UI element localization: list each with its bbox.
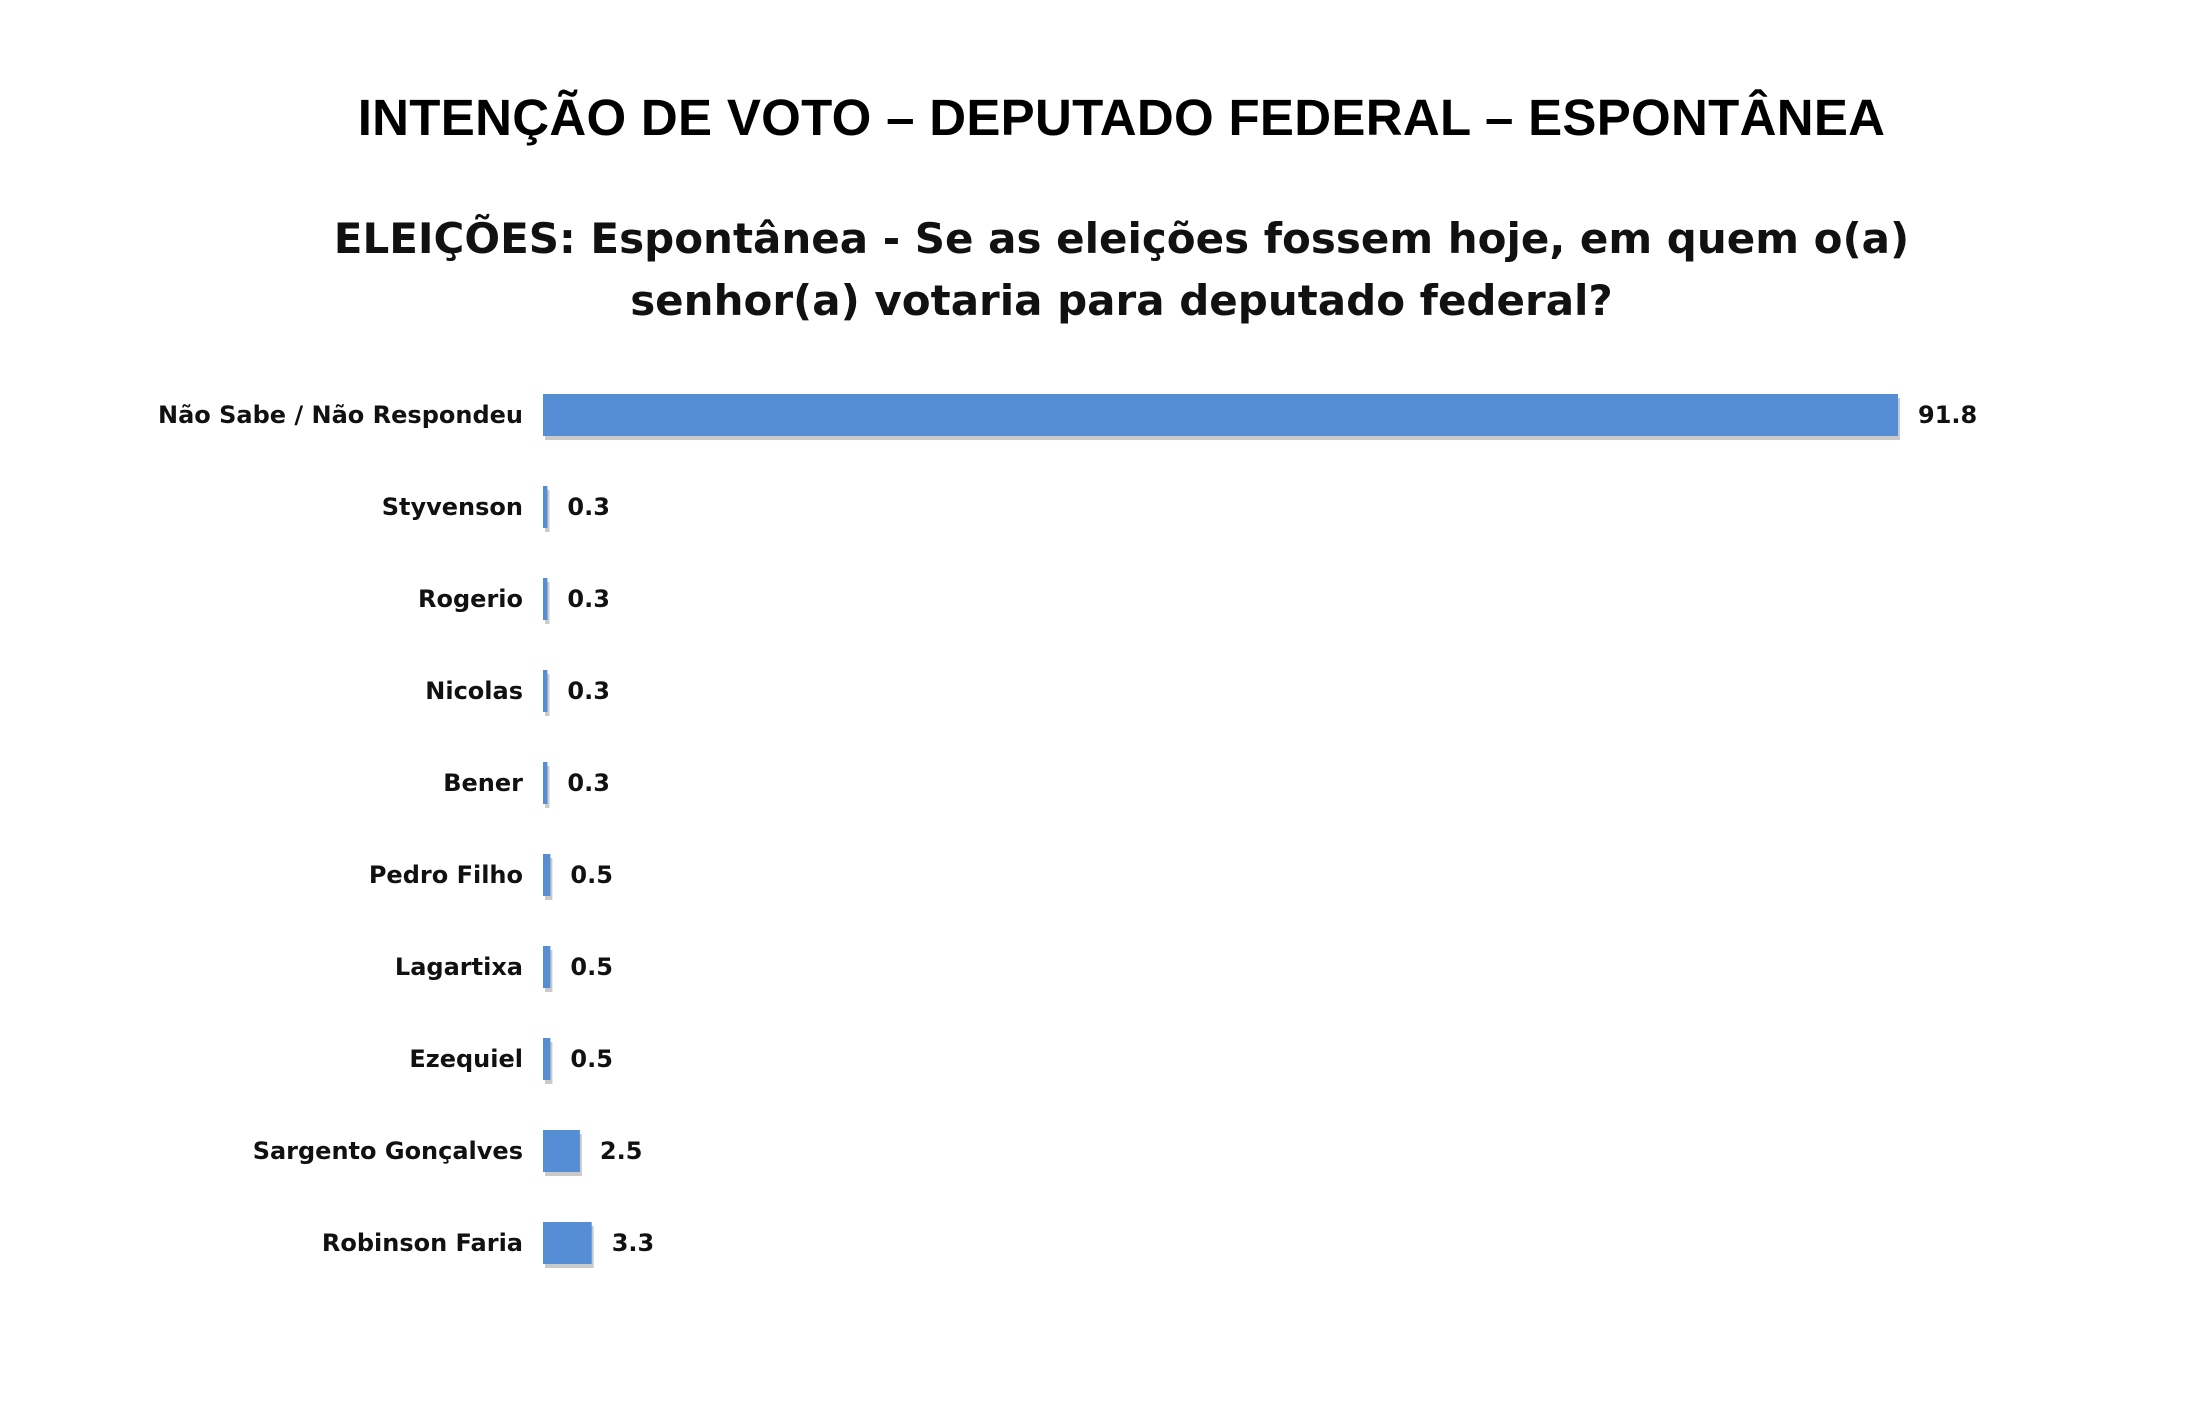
category-label: Lagartixa (395, 953, 523, 981)
category-label: Nicolas (425, 677, 523, 705)
category-label: Sargento Gonçalves (253, 1137, 523, 1165)
category-label: Styvenson (382, 493, 523, 521)
category-label: Pedro Filho (369, 861, 523, 889)
category-label: Rogerio (418, 585, 523, 613)
data-label: 0.3 (567, 585, 610, 613)
data-label: 0.5 (570, 953, 613, 981)
chart-title-line-2: senhor(a) votaria para deputado federal? (630, 276, 1613, 325)
bar (543, 486, 548, 528)
data-label: 2.5 (600, 1137, 643, 1165)
data-label: 3.3 (612, 1229, 655, 1257)
data-label: 0.3 (567, 493, 610, 521)
data-label: 0.5 (570, 1045, 613, 1073)
bar (543, 1038, 551, 1080)
chart-title-line-1: ELEIÇÕES: Espontânea - Se as eleições fo… (333, 214, 1910, 263)
data-label: 0.3 (567, 677, 610, 705)
bar (543, 670, 548, 712)
category-label: Robinson Faria (322, 1229, 523, 1257)
bar (543, 854, 551, 896)
bar (543, 762, 548, 804)
category-label: Ezequiel (409, 1045, 523, 1073)
data-label: 0.3 (567, 769, 610, 797)
category-label: Não Sabe / Não Respondeu (158, 401, 523, 429)
data-label: 0.5 (570, 861, 613, 889)
bars-layer: Não Sabe / Não Respondeu 91.8 Styvenson 0.3… (158, 394, 1977, 1268)
bar (543, 1222, 592, 1264)
bar (543, 578, 548, 620)
category-label: Bener (443, 769, 523, 797)
page-title: INTENÇÃO DE VOTO – DEPUTADO FEDERAL – ES… (357, 89, 1886, 146)
bar (543, 946, 551, 988)
bar (543, 394, 1898, 436)
chart-title: ELEIÇÕES: Espontânea - Se as eleições fo… (0, 208, 2192, 332)
data-label: 91.8 (1918, 401, 1977, 429)
bar (543, 1130, 580, 1172)
